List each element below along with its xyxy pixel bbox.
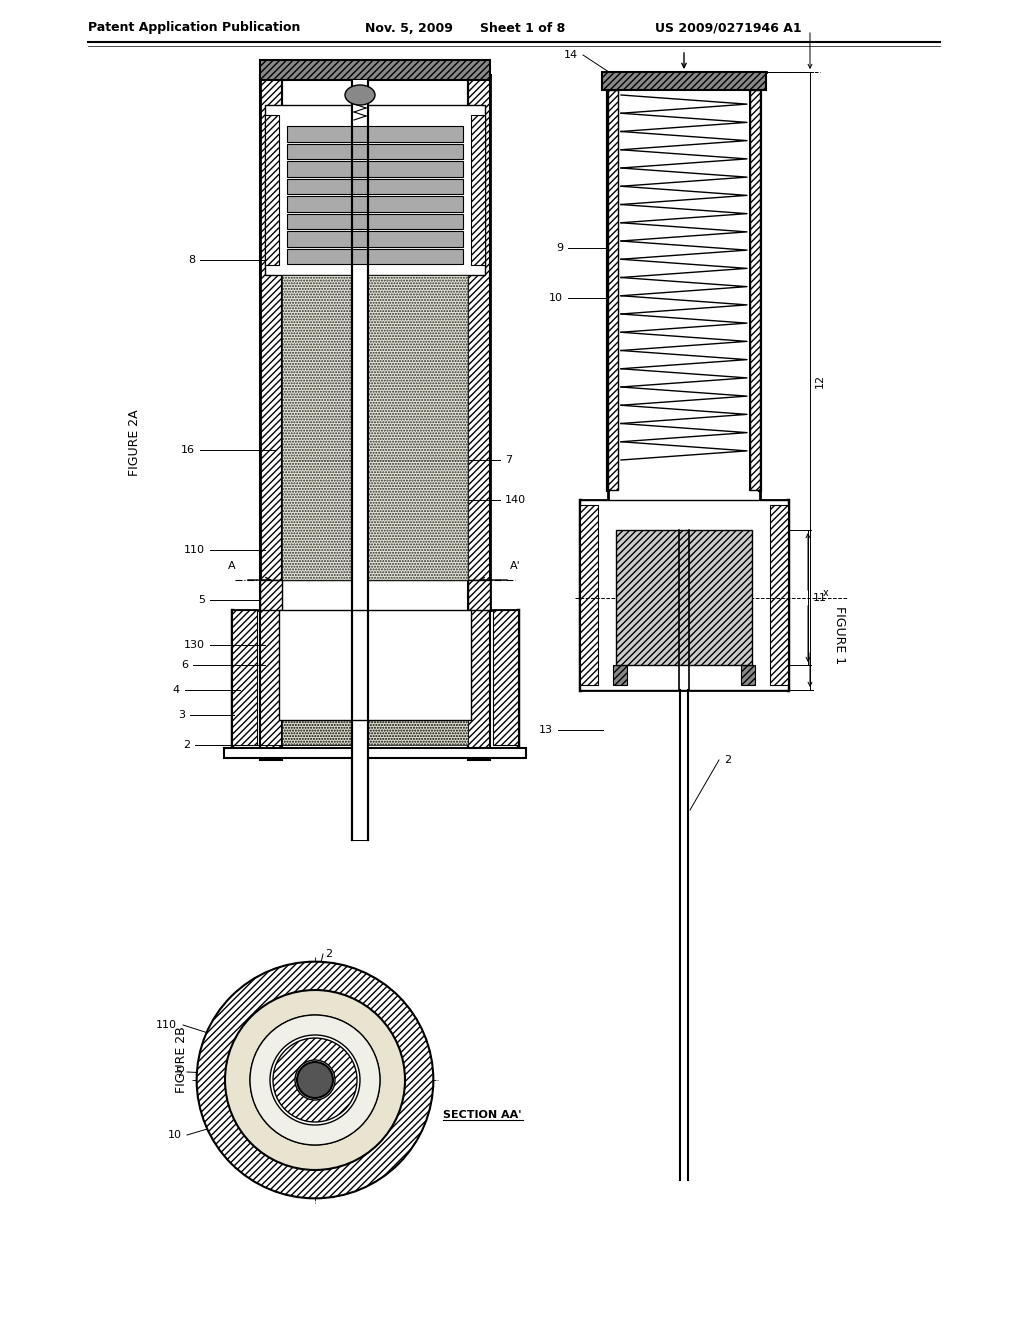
Bar bbox=[741, 665, 755, 685]
Text: 5: 5 bbox=[198, 595, 205, 605]
Bar bbox=[287, 144, 463, 158]
Bar bbox=[282, 275, 352, 579]
Bar bbox=[265, 106, 485, 275]
Text: 16: 16 bbox=[181, 445, 195, 455]
Text: A: A bbox=[228, 561, 236, 572]
Text: 10: 10 bbox=[168, 1130, 182, 1140]
Text: 2: 2 bbox=[724, 755, 731, 766]
Text: 13: 13 bbox=[539, 725, 553, 735]
Text: 2: 2 bbox=[183, 741, 190, 750]
Bar bbox=[602, 73, 766, 90]
Text: 11: 11 bbox=[813, 593, 827, 603]
Text: 14: 14 bbox=[564, 50, 578, 59]
Bar bbox=[282, 610, 468, 744]
Bar bbox=[224, 748, 526, 758]
Bar bbox=[265, 115, 279, 265]
Text: 110: 110 bbox=[156, 1020, 177, 1030]
Bar bbox=[750, 90, 760, 490]
Text: US 2009/0271946 A1: US 2009/0271946 A1 bbox=[655, 21, 802, 34]
Bar bbox=[260, 75, 282, 760]
Text: 130: 130 bbox=[184, 640, 205, 649]
Bar bbox=[468, 579, 490, 610]
Text: 3: 3 bbox=[178, 710, 185, 719]
Text: 4: 4 bbox=[173, 685, 180, 696]
Bar bbox=[260, 579, 282, 610]
Bar bbox=[608, 90, 618, 490]
Text: 110: 110 bbox=[184, 545, 205, 554]
Text: Nov. 5, 2009: Nov. 5, 2009 bbox=[365, 21, 453, 34]
Bar bbox=[232, 610, 257, 744]
Text: 2: 2 bbox=[325, 949, 332, 960]
Bar bbox=[468, 75, 490, 760]
Wedge shape bbox=[197, 962, 433, 1199]
Bar bbox=[287, 195, 463, 211]
Text: Patent Application Publication: Patent Application Publication bbox=[88, 21, 300, 34]
Bar bbox=[352, 81, 368, 840]
Bar bbox=[616, 531, 752, 665]
Text: x: x bbox=[823, 587, 828, 598]
Text: 140: 140 bbox=[505, 495, 526, 506]
Text: A': A' bbox=[510, 561, 520, 572]
Text: FIGURE 2B: FIGURE 2B bbox=[175, 1027, 188, 1093]
Circle shape bbox=[270, 1035, 360, 1125]
Bar bbox=[287, 125, 463, 141]
Circle shape bbox=[250, 1015, 380, 1144]
Wedge shape bbox=[273, 1038, 357, 1122]
Bar bbox=[287, 231, 463, 247]
Bar bbox=[279, 610, 471, 719]
Circle shape bbox=[297, 1063, 333, 1098]
Bar bbox=[613, 665, 627, 685]
Bar bbox=[471, 115, 485, 265]
Bar bbox=[493, 610, 518, 744]
Text: 6: 6 bbox=[181, 660, 188, 671]
Text: 10: 10 bbox=[549, 293, 563, 304]
Bar bbox=[287, 161, 463, 177]
Bar bbox=[580, 506, 598, 685]
Bar bbox=[368, 275, 468, 579]
Bar bbox=[260, 59, 490, 81]
Ellipse shape bbox=[345, 84, 375, 106]
Text: Sheet 1 of 8: Sheet 1 of 8 bbox=[480, 21, 565, 34]
Text: 12: 12 bbox=[815, 374, 825, 388]
Text: 7: 7 bbox=[505, 455, 512, 465]
Text: SECTION AA': SECTION AA' bbox=[443, 1110, 521, 1119]
Bar bbox=[770, 506, 788, 685]
Text: 9: 9 bbox=[556, 243, 563, 253]
Bar bbox=[287, 178, 463, 194]
Text: 8: 8 bbox=[187, 255, 195, 265]
Text: FIGURE 1: FIGURE 1 bbox=[834, 606, 847, 664]
Bar bbox=[580, 500, 788, 690]
Bar bbox=[287, 248, 463, 264]
Text: 5: 5 bbox=[175, 1067, 182, 1077]
Circle shape bbox=[225, 990, 406, 1170]
Wedge shape bbox=[250, 1015, 380, 1144]
Text: FIGURE 2A: FIGURE 2A bbox=[128, 409, 141, 477]
Circle shape bbox=[197, 962, 433, 1199]
Bar bbox=[287, 214, 463, 228]
